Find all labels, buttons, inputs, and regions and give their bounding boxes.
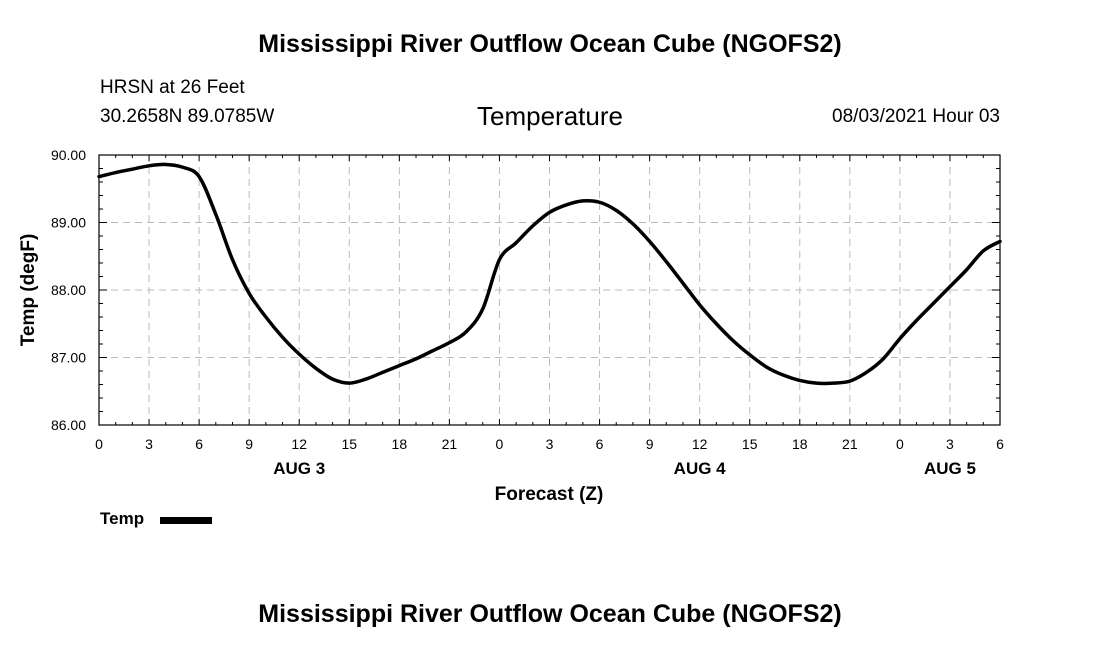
chart-title-bottom: Mississippi River Outflow Ocean Cube (NG… (258, 600, 842, 628)
axis-ticks (98, 154, 1001, 426)
y-tick-label: 87.00 (51, 350, 86, 366)
x-tick-label: 18 (392, 436, 408, 452)
x-tick-label: 6 (996, 436, 1004, 452)
x-tick-label: 15 (742, 436, 758, 452)
x-tick-label: 3 (145, 436, 153, 452)
station-label: HRSN at 26 Feet (100, 77, 245, 98)
x-tick-label: 9 (245, 436, 253, 452)
x-tick-label: 21 (842, 436, 858, 452)
y-tick-label: 90.00 (51, 147, 86, 163)
station-coords: 30.2658N 89.0785W (100, 106, 275, 127)
chart-subtitle: Temperature (477, 101, 623, 131)
legend-swatch (160, 517, 212, 524)
x-tick-label: 6 (195, 436, 203, 452)
x-tick-label: 12 (692, 436, 708, 452)
day-label: AUG 4 (674, 459, 727, 478)
forecast-datetime: 08/03/2021 Hour 03 (832, 106, 1000, 127)
x-tick-label: 9 (646, 436, 654, 452)
x-tick-label: 21 (442, 436, 458, 452)
legend-label: Temp (100, 509, 145, 528)
x-tick-label: 0 (496, 436, 504, 452)
x-tick-label: 12 (291, 436, 307, 452)
x-tick-label: 0 (95, 436, 103, 452)
temp-series-line (97, 162, 1002, 386)
day-label: AUG 3 (273, 459, 325, 478)
x-tick-label: 6 (596, 436, 604, 452)
x-tick-label: 3 (946, 436, 954, 452)
y-tick-label: 86.00 (51, 417, 86, 433)
chart-title-top: Mississippi River Outflow Ocean Cube (NG… (258, 30, 842, 58)
y-tick-label: 88.00 (51, 282, 86, 298)
x-tick-label: 18 (792, 436, 808, 452)
x-tick-label: 15 (341, 436, 357, 452)
axis-tick-labels: 0 3 6 9 12 15 18 21 0 3 6 9 12 15 18 21 0 3 6 86.00 87.00 88.… (51, 147, 1004, 478)
y-axis-label: Temp (degF) (18, 234, 39, 347)
y-tick-label: 89.00 (51, 215, 86, 231)
day-label: AUG 5 (924, 459, 976, 478)
grid-lines (99, 155, 1000, 425)
x-tick-label: 3 (546, 436, 554, 452)
x-axis-label: Forecast (Z) (495, 484, 604, 505)
x-tick-label: 0 (896, 436, 904, 452)
